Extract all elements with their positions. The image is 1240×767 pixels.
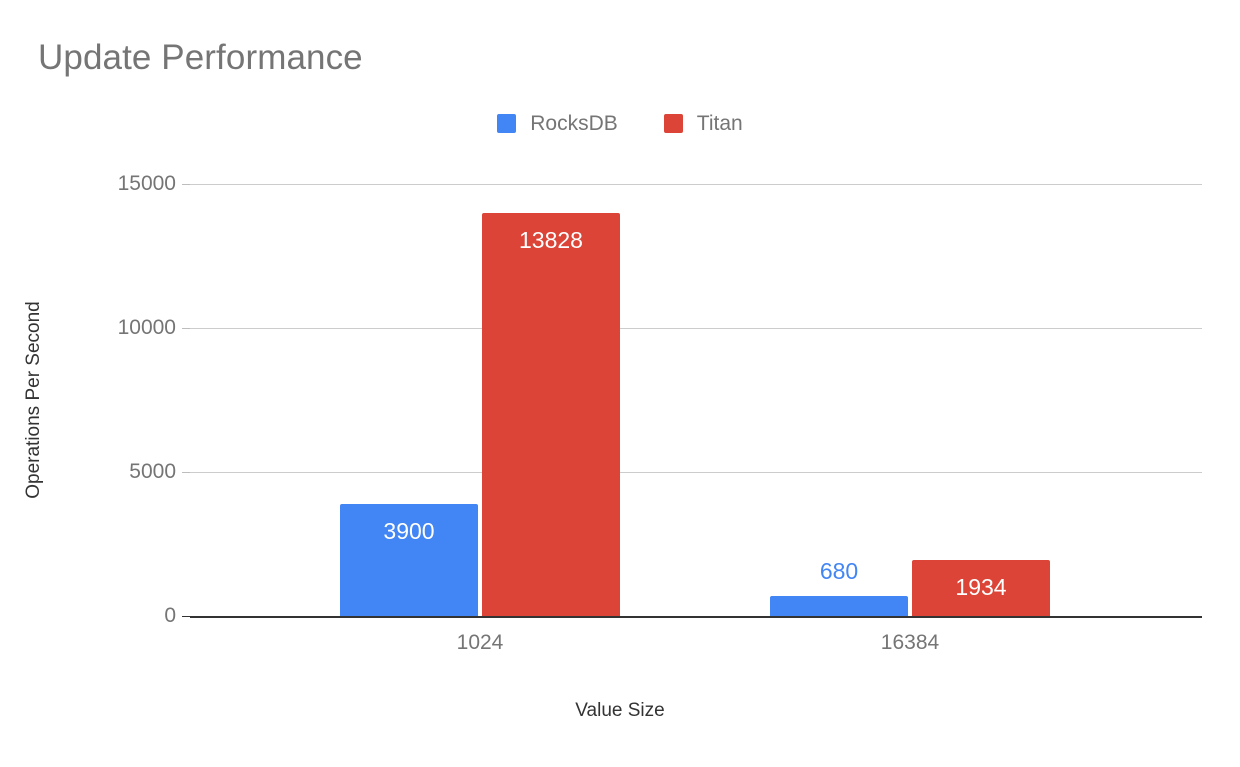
y-axis-title: Operations Per Second	[23, 301, 44, 499]
bar-value-rocksdb-16384: 680	[819, 558, 859, 584]
chart-legend: RocksDB Titan	[0, 113, 1240, 134]
legend-item-titan[interactable]: Titan	[663, 112, 743, 135]
bar-value-rocksdb-1024: 3900	[383, 518, 435, 544]
plot-area: 3900 13828 680 1934	[190, 184, 1202, 616]
x-tick-label-16384: 16384	[880, 631, 940, 654]
x-axis-line	[190, 616, 1202, 618]
y-tick-mark-5000	[182, 472, 191, 473]
y-tick-mark-0	[182, 616, 191, 617]
gridline-5000	[190, 472, 1202, 473]
legend-swatch-titan	[663, 114, 683, 133]
chart-title: Update Performance	[38, 38, 363, 77]
gridline-15000	[190, 184, 1202, 185]
legend-label-rocksdb: RocksDB	[530, 112, 618, 135]
y-tick-label-5000: 5000	[129, 460, 176, 483]
legend-item-rocksdb[interactable]: RocksDB	[497, 113, 618, 134]
y-tick-label-10000: 10000	[117, 316, 176, 339]
bar-value-titan-16384: 1934	[955, 574, 1007, 600]
y-tick-label-15000: 15000	[117, 172, 176, 195]
legend-label-titan: Titan	[696, 112, 743, 135]
bar-rocksdb-1024[interactable]: 3900	[340, 504, 478, 616]
bar-value-titan-1024: 13828	[519, 227, 583, 253]
legend-swatch-rocksdb	[497, 114, 517, 133]
y-tick-label-0: 0	[164, 604, 176, 627]
y-tick-mark-15000	[182, 184, 191, 185]
bar-titan-1024[interactable]: 13828	[482, 213, 620, 616]
gridline-10000	[190, 328, 1202, 329]
bar-rocksdb-16384[interactable]: 680	[770, 558, 908, 616]
x-axis-title: Value Size	[575, 700, 665, 721]
y-tick-mark-10000	[182, 328, 191, 329]
x-tick-label-1024: 1024	[456, 631, 504, 654]
bar-titan-16384[interactable]: 1934	[912, 560, 1050, 616]
